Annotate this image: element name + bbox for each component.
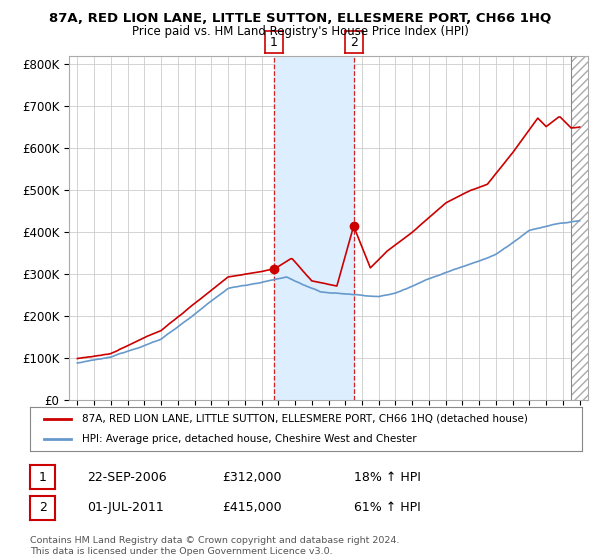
Bar <box>274 56 353 400</box>
Text: 18% ↑ HPI: 18% ↑ HPI <box>354 470 421 484</box>
Text: Price paid vs. HM Land Registry's House Price Index (HPI): Price paid vs. HM Land Registry's House … <box>131 25 469 38</box>
Text: HPI: Average price, detached house, Cheshire West and Chester: HPI: Average price, detached house, Ches… <box>82 434 417 444</box>
Bar <box>571 56 588 400</box>
Text: £312,000: £312,000 <box>222 470 281 484</box>
Text: 2: 2 <box>38 501 47 515</box>
Text: 01-JUL-2011: 01-JUL-2011 <box>87 501 164 515</box>
Text: £415,000: £415,000 <box>222 501 281 515</box>
Bar <box>571 56 588 400</box>
Text: 1: 1 <box>270 35 278 49</box>
Text: 87A, RED LION LANE, LITTLE SUTTON, ELLESMERE PORT, CH66 1HQ (detached house): 87A, RED LION LANE, LITTLE SUTTON, ELLES… <box>82 414 529 424</box>
Text: 87A, RED LION LANE, LITTLE SUTTON, ELLESMERE PORT, CH66 1HQ: 87A, RED LION LANE, LITTLE SUTTON, ELLES… <box>49 12 551 25</box>
Text: 2: 2 <box>350 35 358 49</box>
Text: 1: 1 <box>38 470 47 484</box>
Text: Contains HM Land Registry data © Crown copyright and database right 2024.
This d: Contains HM Land Registry data © Crown c… <box>30 536 400 556</box>
Text: 61% ↑ HPI: 61% ↑ HPI <box>354 501 421 515</box>
Text: 22-SEP-2006: 22-SEP-2006 <box>87 470 167 484</box>
